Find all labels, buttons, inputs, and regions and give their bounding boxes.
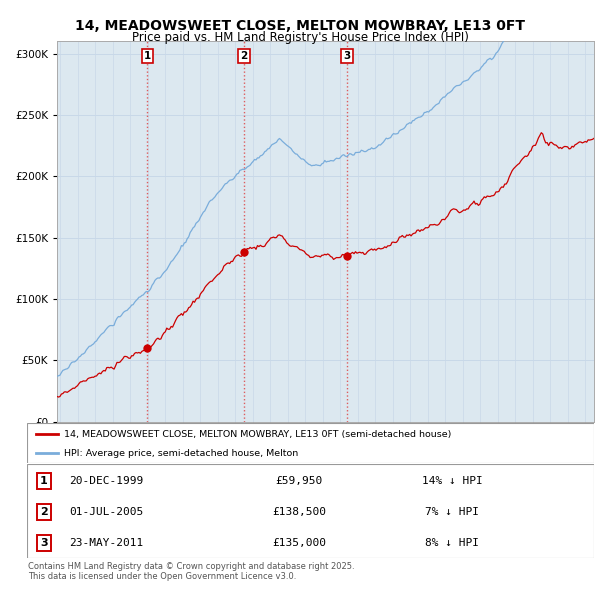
Text: 14, MEADOWSWEET CLOSE, MELTON MOWBRAY, LE13 0FT: 14, MEADOWSWEET CLOSE, MELTON MOWBRAY, L… (75, 19, 525, 33)
Text: 3: 3 (40, 537, 48, 548)
Text: £135,000: £135,000 (272, 537, 326, 548)
Text: 2: 2 (40, 507, 48, 517)
Text: 7% ↓ HPI: 7% ↓ HPI (425, 507, 479, 517)
Text: 20-DEC-1999: 20-DEC-1999 (69, 476, 143, 486)
Text: 14% ↓ HPI: 14% ↓ HPI (422, 476, 482, 486)
Text: £138,500: £138,500 (272, 507, 326, 517)
Text: 2: 2 (241, 51, 248, 61)
Text: £59,950: £59,950 (275, 476, 323, 486)
Text: 1: 1 (40, 476, 48, 486)
Text: Price paid vs. HM Land Registry's House Price Index (HPI): Price paid vs. HM Land Registry's House … (131, 31, 469, 44)
Text: 8% ↓ HPI: 8% ↓ HPI (425, 537, 479, 548)
Text: 01-JUL-2005: 01-JUL-2005 (69, 507, 143, 517)
Text: 3: 3 (344, 51, 351, 61)
Text: HPI: Average price, semi-detached house, Melton: HPI: Average price, semi-detached house,… (64, 448, 298, 458)
Text: Contains HM Land Registry data © Crown copyright and database right 2025.
This d: Contains HM Land Registry data © Crown c… (28, 562, 355, 581)
Text: 23-MAY-2011: 23-MAY-2011 (69, 537, 143, 548)
Text: 1: 1 (144, 51, 151, 61)
Text: 14, MEADOWSWEET CLOSE, MELTON MOWBRAY, LE13 0FT (semi-detached house): 14, MEADOWSWEET CLOSE, MELTON MOWBRAY, L… (64, 430, 451, 439)
